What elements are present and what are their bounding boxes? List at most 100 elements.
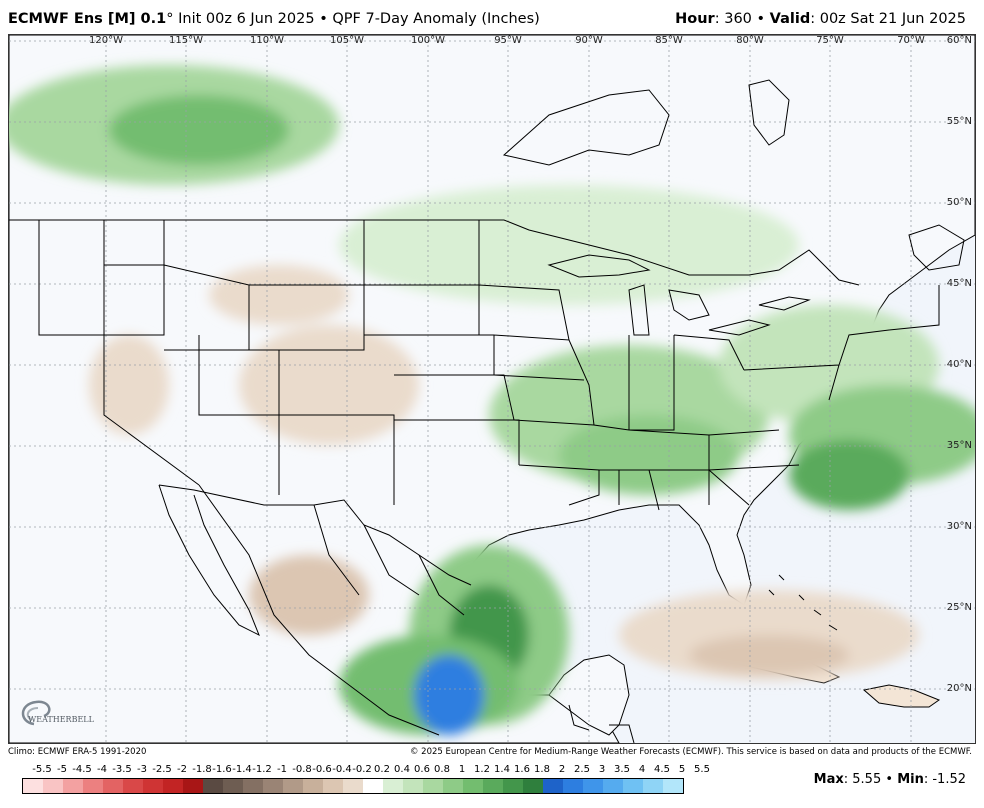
graticule	[9, 35, 975, 743]
colorbar-label: 4	[638, 764, 646, 775]
max-label: Max	[813, 772, 844, 787]
stats-separator: •	[885, 772, 894, 787]
lat-label: 20°N	[946, 683, 972, 694]
lat-label: 40°N	[946, 359, 972, 370]
colorbar-label: 1.8	[534, 764, 550, 775]
colorbar-swatch	[83, 779, 103, 793]
colorbar-label: -5	[57, 764, 67, 775]
lat-label: 50°N	[946, 197, 972, 208]
colorbar-swatch	[543, 779, 563, 793]
colorbar-swatch	[123, 779, 143, 793]
colorbar-swatch	[663, 779, 683, 793]
lat-label: 60°N	[946, 35, 972, 46]
colorbar-swatch	[483, 779, 503, 793]
central-states	[364, 220, 600, 506]
climo-note: Climo: ECMWF ERA-5 1991-2020	[8, 747, 147, 757]
lat-label: 25°N	[946, 602, 972, 613]
hour-value: : 360	[714, 11, 752, 27]
colorbar-swatch	[183, 779, 203, 793]
lon-label: 115°W	[169, 35, 203, 46]
degree-symbol: °	[166, 11, 174, 27]
colorbar-swatch	[503, 779, 523, 793]
header: ECMWF Ens [M] 0.1° Init 00z 6 Jun 2025 •…	[0, 0, 984, 34]
copyright-note: © 2025 European Centre for Medium-Range …	[409, 747, 972, 757]
max-value: : 5.55	[843, 772, 882, 787]
lat-label: 55°N	[946, 116, 972, 127]
bahamas-islands	[768, 574, 838, 631]
lon-label: 75°W	[816, 35, 844, 46]
colorbar-swatch	[623, 779, 643, 793]
colorbar-swatch	[643, 779, 663, 793]
init-time: Init 00z 6 Jun 2025	[178, 11, 315, 27]
colorbar-label: -1.6	[212, 764, 232, 775]
model-name: ECMWF Ens [M] 0.1	[8, 11, 167, 27]
colorbar-swatch	[563, 779, 583, 793]
colorbar-label: 2	[558, 764, 566, 775]
newfoundland	[908, 224, 965, 271]
mexico-states	[198, 484, 465, 736]
lat-label: 30°N	[946, 521, 972, 532]
lon-label: 100°W	[411, 35, 445, 46]
colorbar-label: -1	[277, 764, 287, 775]
colorbar-swatch	[383, 779, 403, 793]
lon-label: 110°W	[250, 35, 284, 46]
colorbar-label: -5.5	[32, 764, 52, 775]
lon-label: 95°W	[494, 35, 522, 46]
great-lakes	[547, 254, 811, 336]
forecast-map[interactable]: 120°W 115°W 110°W 105°W 100°W 95°W 90°W …	[8, 34, 976, 744]
hudson-bay	[502, 89, 670, 166]
colorbar-label: -1.8	[192, 764, 212, 775]
colorbar-swatch	[523, 779, 543, 793]
colorbar-swatch	[243, 779, 263, 793]
colorbar-swatch	[223, 779, 243, 793]
min-value: : -1.52	[923, 772, 966, 787]
colorbar-label: -4	[97, 764, 107, 775]
colorbar-label: -4.5	[72, 764, 92, 775]
colorbar-label: -1.2	[252, 764, 272, 775]
colorbar-label: -1.4	[232, 764, 252, 775]
title-separator: •	[319, 11, 328, 27]
colorbar-label: -2	[177, 764, 187, 775]
baja-peninsula	[158, 484, 260, 637]
weatherbell-logo: WEATHERBELL	[14, 694, 104, 738]
colorbar-swatch	[63, 779, 83, 793]
colorbar-swatch	[363, 779, 383, 793]
colorbar-swatch	[283, 779, 303, 793]
colorbar-swatch	[423, 779, 443, 793]
valid-info: Hour: 360 • Valid: 00z Sat 21 Jun 2025	[675, 11, 966, 27]
colorbar-label: -3.5	[112, 764, 132, 775]
colorbar-label: 2.5	[574, 764, 590, 775]
valid-separator: •	[756, 11, 766, 27]
colorbar-swatch	[203, 779, 223, 793]
colorbar-swatch	[23, 779, 43, 793]
lon-label: 70°W	[897, 35, 925, 46]
colorbar-swatch	[43, 779, 63, 793]
lon-label: 120°W	[89, 35, 123, 46]
us-mexico-border	[158, 484, 472, 586]
colorbar-label: -0.4	[332, 764, 352, 775]
map-canvas	[9, 35, 975, 743]
colorbar-label: -2.5	[152, 764, 172, 775]
valid-label: Valid	[769, 11, 811, 27]
lat-label: 35°N	[946, 440, 972, 451]
colorbar-label: 5	[678, 764, 686, 775]
colorbar-label: -0.2	[352, 764, 372, 775]
product-name: QPF 7-Day Anomaly (Inches)	[332, 11, 540, 27]
colorbar-label: 0.6	[414, 764, 430, 775]
hispaniola-land	[862, 684, 941, 708]
colorbar-swatch	[343, 779, 363, 793]
colorbar-swatch	[603, 779, 623, 793]
hour-label: Hour	[675, 11, 715, 27]
colorbar-swatch	[143, 779, 163, 793]
valid-value: : 00z Sat 21 Jun 2025	[810, 11, 966, 27]
colorbar-swatch	[323, 779, 343, 793]
colorbar-label: 3	[598, 764, 606, 775]
colorbar-swatch	[103, 779, 123, 793]
max-min-stats: Max: 5.55 • Min: -1.52	[814, 772, 966, 787]
lon-label: 80°W	[736, 35, 764, 46]
lon-label: 90°W	[575, 35, 603, 46]
colorbar-label: 5.5	[694, 764, 710, 775]
us-canada-border	[9, 219, 860, 286]
map-title: ECMWF Ens [M] 0.1° Init 00z 6 Jun 2025 •…	[8, 11, 540, 27]
colorbar-label: 0.2	[374, 764, 390, 775]
